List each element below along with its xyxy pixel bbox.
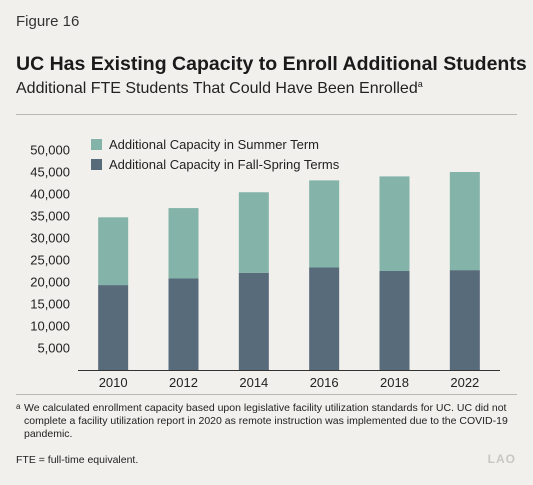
y-tick-label: 40,000	[30, 187, 70, 202]
legend-swatch-fall-spring	[91, 158, 102, 170]
bar-fall-spring-2016	[309, 267, 340, 370]
bottom-divider	[16, 394, 517, 395]
bar-summer-2012	[168, 208, 199, 279]
y-tick-label: 30,000	[30, 231, 70, 246]
bar-fall-spring-2018	[379, 271, 410, 370]
figure-label: Figure 16	[16, 13, 80, 30]
x-tick-label-2018: 2018	[380, 375, 409, 390]
legend-label-fall-spring: Additional Capacity in Fall-Spring Terms	[109, 156, 340, 172]
stacked-bar-chart: 5,000 10,000 15,000 20,000 25,000 30,000 35,00…	[30, 143, 500, 390]
bar-summer-2014	[238, 192, 269, 273]
x-tick-label-2022: 2022	[450, 375, 479, 390]
x-tick-label-2012: 2012	[169, 375, 198, 390]
legend-item-fall-spring: Additional Capacity in Fall-Spring Terms	[91, 154, 339, 174]
bar-summer-2018	[379, 176, 410, 271]
legend: Additional Capacity in Summer Term Addit…	[91, 134, 339, 174]
y-tick-label: 25,000	[30, 253, 70, 268]
bar-fall-spring-2012	[168, 278, 199, 370]
subtitle-footnote-marker: a	[417, 79, 423, 89]
top-divider	[16, 114, 517, 115]
y-tick-label: 50,000	[30, 143, 70, 158]
y-tick-label: 45,000	[30, 165, 70, 180]
bar-summer-2022	[449, 172, 480, 271]
lao-logo: LAO	[487, 452, 516, 466]
bar-summer-2010	[98, 217, 129, 286]
chart-title: UC Has Existing Capacity to Enroll Addit…	[16, 53, 527, 75]
chart-subtitle: Additional FTE Students That Could Have …	[16, 79, 423, 98]
y-axis: 5,000 10,000 15,000 20,000 25,000 30,000 35,00…	[30, 143, 70, 356]
footnote-text: We calculated enrollment capacity based …	[24, 402, 508, 440]
bar-fall-spring-2010	[98, 285, 129, 370]
y-tick-label: 15,000	[30, 297, 70, 312]
bar-fall-spring-2022	[449, 270, 480, 370]
bar-fall-spring-2014	[238, 272, 269, 370]
subtitle-text: Additional FTE Students That Could Have …	[16, 80, 418, 97]
y-tick-label: 10,000	[30, 319, 70, 334]
bars	[98, 172, 480, 370]
footnote-marker: a	[16, 402, 21, 411]
x-axis: 2010 2012 2014 2016 2018 2022	[99, 375, 480, 390]
legend-swatch-summer	[91, 138, 102, 150]
x-tick-label-2010: 2010	[99, 375, 128, 390]
x-tick-label-2014: 2014	[239, 375, 268, 390]
x-tick-label-2016: 2016	[310, 375, 339, 390]
legend-item-summer: Additional Capacity in Summer Term	[91, 134, 339, 154]
footnote: a We calculated enrollment capacity base…	[16, 402, 521, 441]
y-tick-label: 35,000	[30, 209, 70, 224]
y-tick-label: 20,000	[30, 275, 70, 290]
legend-label-summer: Additional Capacity in Summer Term	[109, 136, 320, 152]
bar-summer-2016	[309, 180, 340, 268]
y-tick-label: 5,000	[37, 341, 70, 356]
fte-note: FTE = full-time equivalent.	[16, 454, 139, 466]
